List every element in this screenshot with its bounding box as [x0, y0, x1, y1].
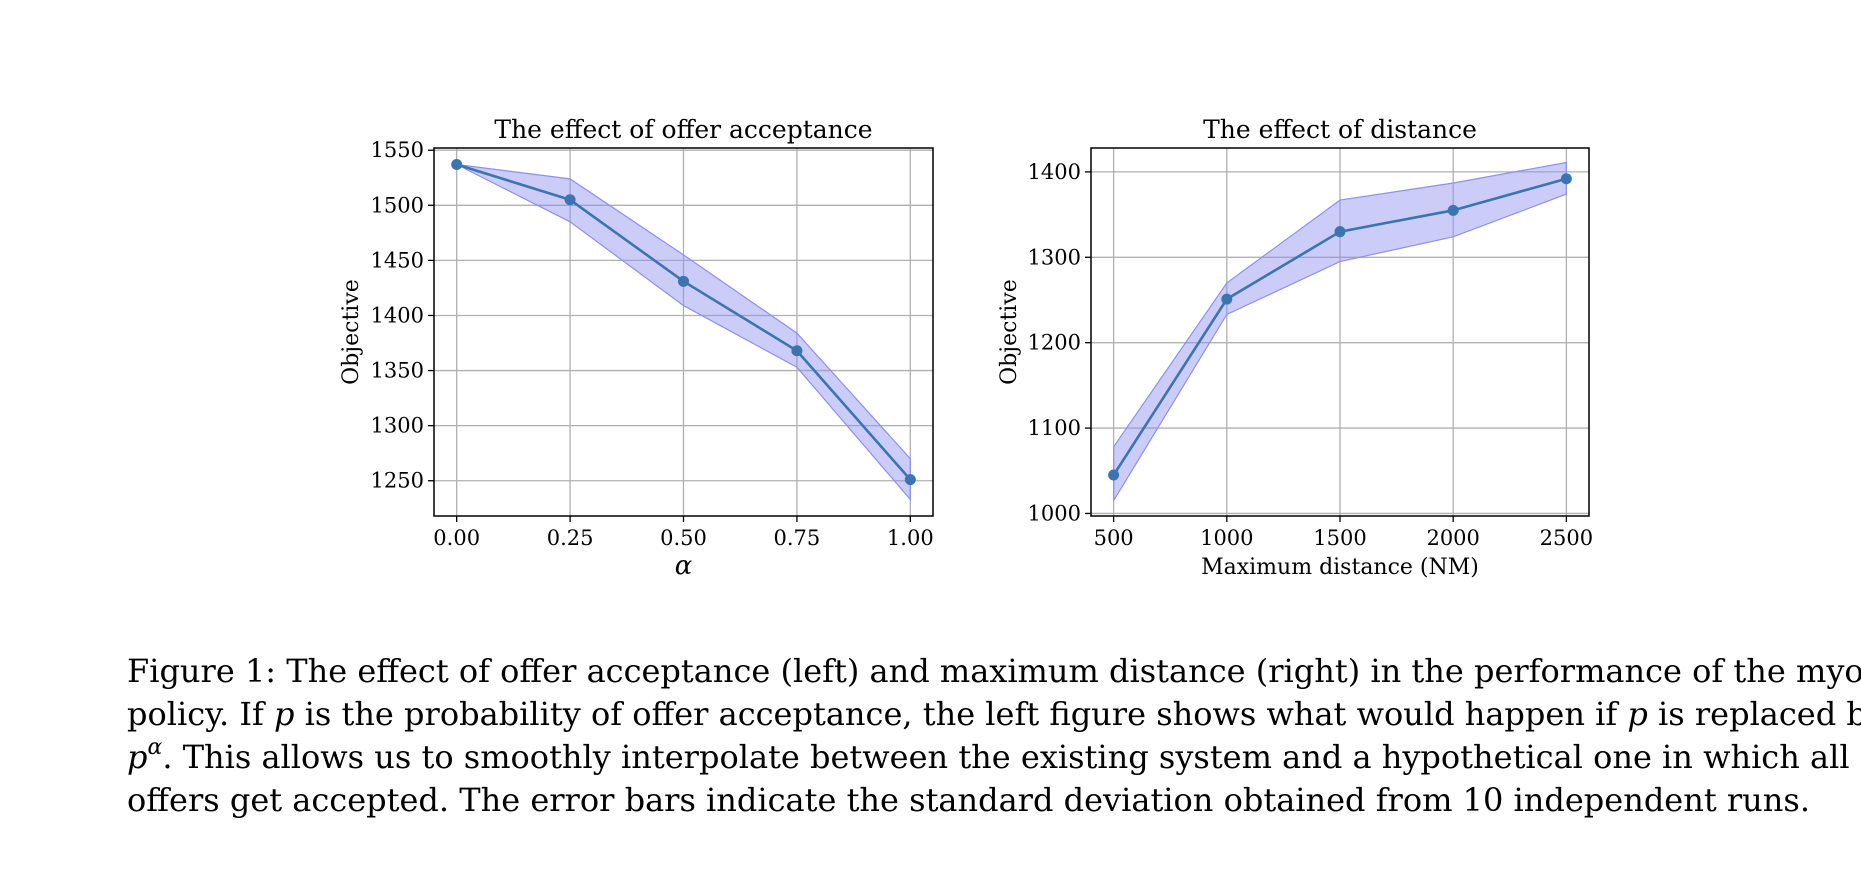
left-y-tick-label: 1500: [371, 193, 424, 217]
caption-text: is replaced by: [1658, 695, 1861, 733]
right-data-point: [1221, 293, 1233, 305]
caption-line-4: offers get accepted. The error bars indi…: [127, 781, 1810, 819]
left-x-tick-label: 0.75: [774, 526, 821, 550]
left-y-tick-label: 1450: [371, 248, 424, 272]
right-data-point: [1560, 173, 1572, 185]
caption-text: policy. If: [127, 695, 274, 733]
right-data-point: [1108, 469, 1120, 481]
left-y-tick-label: 1550: [371, 138, 424, 162]
right-y-tick-label: 1300: [1028, 245, 1081, 269]
caption-line-3: pα. This allows us to smoothly interpola…: [127, 735, 1850, 779]
right-data-point: [1334, 226, 1346, 238]
right-y-tick-label: 1400: [1028, 160, 1081, 184]
right-y-label: Objective: [997, 279, 1022, 385]
caption-text: . This allows us to smoothly interpolate…: [162, 738, 1850, 776]
right-title: The effect of distance: [1203, 115, 1477, 144]
math-p: p: [1627, 695, 1648, 733]
right-x-tick-label: 1500: [1313, 526, 1366, 550]
caption-line-1: Figure 1: The effect of offer acceptance…: [127, 652, 1861, 690]
left-x-tick-label: 1.00: [887, 526, 934, 550]
right-x-tick-label: 1000: [1200, 526, 1253, 550]
right-x-tick-label: 2000: [1426, 526, 1479, 550]
left-x-tick-label: 0.25: [547, 526, 594, 550]
right-y-tick-label: 1100: [1028, 416, 1081, 440]
left-x-tick-label: 0.00: [433, 526, 480, 550]
right-data-point: [1447, 204, 1459, 216]
math-alpha: α: [147, 735, 163, 761]
left-data-point: [791, 345, 803, 357]
left-y-tick-label: 1350: [371, 359, 424, 383]
right-x-label: Maximum distance (NM): [1201, 555, 1479, 580]
figure-caption: Figure 1: The effect of offer acceptance…: [127, 650, 1861, 822]
left-x-tick-label: 0.50: [660, 526, 707, 550]
chart-offer-acceptance: 0.00 0.25 0.50 0.75 1.00 1250 1300 1350 1400 1450…: [339, 115, 934, 581]
left-y-label: Objective: [339, 279, 364, 385]
right-x-tick-label: 500: [1094, 526, 1134, 550]
right-y-tick-label: 1200: [1028, 331, 1081, 355]
left-data-point: [451, 159, 463, 171]
math-p: p: [127, 738, 148, 776]
left-title: The effect of offer acceptance: [494, 115, 872, 144]
left-x-label: α: [675, 551, 693, 581]
left-data-point: [678, 275, 689, 287]
left-data-point: [564, 194, 576, 206]
math-p: p: [273, 695, 295, 733]
left-y-tick-label: 1250: [371, 469, 424, 493]
caption-line-2: policy. If p is the probability of offer…: [127, 693, 1861, 736]
caption-text: is the probability of offer acceptance, …: [294, 695, 1628, 733]
left-y-tick-label: 1400: [371, 303, 424, 327]
left-data-point: [904, 474, 916, 486]
right-y-tick-label: 1000: [1028, 501, 1081, 525]
figure: 0.00 0.25 0.50 0.75 1.00 1250 1300 1350 1400 1450…: [339, 115, 1593, 581]
chart-distance: 500 1000 1500 2000 2500 1000 1100 1200 1300 1400 T…: [997, 115, 1593, 580]
right-x-tick-label: 2500: [1540, 526, 1593, 550]
left-y-tick-label: 1300: [371, 414, 424, 438]
